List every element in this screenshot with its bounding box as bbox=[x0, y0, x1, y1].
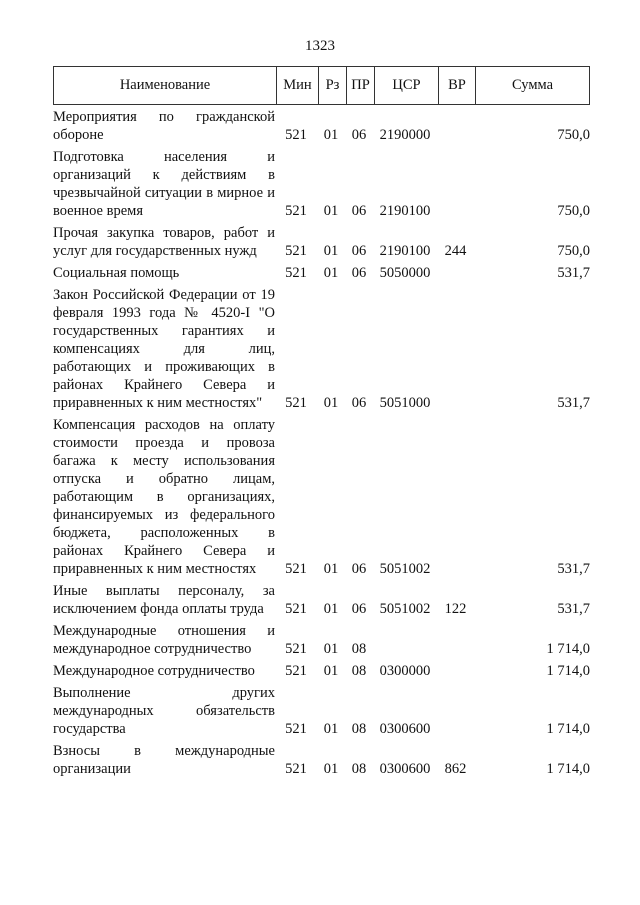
cell-sum: 1 714,0 bbox=[546, 641, 591, 657]
table-row: Мероприятия по гражданской обороне 521 01 0… bbox=[53, 108, 590, 144]
cell-sum: 750,0 bbox=[557, 127, 590, 143]
col-sum: Сумма bbox=[475, 67, 589, 104]
cell-pr: 08 bbox=[351, 663, 367, 679]
table-body: Мероприятия по гражданской обороне 521 01 0… bbox=[53, 108, 590, 782]
cell-csr: 2190000 bbox=[379, 127, 431, 143]
cell-pr: 06 bbox=[351, 127, 367, 143]
cell-min: 521 bbox=[285, 265, 307, 281]
cell-pr: 06 bbox=[351, 601, 367, 617]
cell-sum: 531,7 bbox=[557, 395, 590, 411]
col-csr: ЦСР bbox=[374, 67, 438, 104]
cell-csr: 2190100 bbox=[379, 243, 431, 259]
cell-name: Закон Российской Федерации от 19 февраля… bbox=[53, 287, 275, 411]
cell-csr: 0300000 bbox=[379, 663, 431, 679]
cell-rz: 01 bbox=[323, 243, 339, 259]
table-row: Международное сотрудничество 521 01 08 03000… bbox=[53, 662, 590, 680]
cell-vr: 244 bbox=[444, 243, 467, 259]
cell-name: Социальная помощь bbox=[53, 265, 180, 281]
cell-csr: 0300600 bbox=[379, 721, 431, 737]
cell-min: 521 bbox=[285, 761, 307, 777]
cell-name: Выполнение других международных обязател… bbox=[53, 685, 275, 737]
cell-name: Международное сотрудничество bbox=[53, 663, 255, 679]
cell-sum: 531,7 bbox=[557, 561, 590, 577]
col-pr: ПР bbox=[346, 67, 374, 104]
cell-min: 521 bbox=[285, 203, 307, 219]
cell-name: Компенсация расходов на оплату стоимости… bbox=[53, 417, 275, 577]
cell-csr: 5051000 bbox=[379, 395, 431, 411]
cell-pr: 08 bbox=[351, 721, 367, 737]
cell-min: 521 bbox=[285, 127, 307, 143]
cell-sum: 531,7 bbox=[557, 265, 590, 281]
cell-name: Взносы в международные организации bbox=[53, 743, 275, 777]
table-row: Взносы в международные организации 521 01 0… bbox=[53, 742, 590, 778]
cell-min: 521 bbox=[285, 601, 307, 617]
cell-vr: 862 bbox=[444, 761, 467, 777]
cell-rz: 01 bbox=[323, 127, 339, 143]
table-row: Международные отношения и международное … bbox=[53, 622, 590, 658]
table-row: Компенсация расходов на оплату стоимости… bbox=[53, 416, 590, 578]
cell-sum: 750,0 bbox=[557, 243, 590, 259]
cell-rz: 01 bbox=[323, 601, 339, 617]
cell-min: 521 bbox=[285, 721, 307, 737]
cell-sum: 531,7 bbox=[557, 601, 590, 617]
cell-rz: 01 bbox=[323, 395, 339, 411]
cell-sum: 1 714,0 bbox=[546, 663, 591, 679]
cell-rz: 01 bbox=[323, 561, 339, 577]
cell-rz: 01 bbox=[323, 663, 339, 679]
cell-rz: 01 bbox=[323, 721, 339, 737]
cell-csr: 5051002 bbox=[379, 561, 431, 577]
cell-pr: 06 bbox=[351, 265, 367, 281]
col-vr: ВР bbox=[438, 67, 475, 104]
cell-pr: 06 bbox=[351, 203, 367, 219]
cell-csr: 5050000 bbox=[379, 265, 431, 281]
cell-name: Подготовка населения и организаций к дей… bbox=[53, 149, 275, 219]
cell-pr: 06 bbox=[351, 395, 367, 411]
cell-min: 521 bbox=[285, 663, 307, 679]
table-row: Социальная помощь 521 01 06 5050000 531,7 bbox=[53, 264, 590, 282]
cell-min: 521 bbox=[285, 561, 307, 577]
cell-name: Мероприятия по гражданской обороне bbox=[53, 109, 275, 143]
cell-sum: 1 714,0 bbox=[546, 721, 591, 737]
cell-min: 521 bbox=[285, 641, 307, 657]
page-number: 1323 bbox=[305, 38, 335, 54]
table-row: Закон Российской Федерации от 19 февраля… bbox=[53, 286, 590, 412]
cell-rz: 01 bbox=[323, 265, 339, 281]
cell-pr: 06 bbox=[351, 243, 367, 259]
cell-name: Прочая закупка товаров, работ и услуг дл… bbox=[53, 225, 275, 259]
cell-pr: 06 bbox=[351, 561, 367, 577]
cell-rz: 01 bbox=[323, 641, 339, 657]
cell-csr: 5051002 bbox=[379, 601, 431, 617]
cell-min: 521 bbox=[285, 243, 307, 259]
table-header: Наименование Мин Рз ПР ЦСР ВР Сумма bbox=[53, 66, 590, 105]
cell-min: 521 bbox=[285, 395, 307, 411]
cell-rz: 01 bbox=[323, 203, 339, 219]
col-name: Наименование bbox=[119, 77, 211, 93]
cell-csr: 2190100 bbox=[379, 203, 431, 219]
table-row: Подготовка населения и организаций к дей… bbox=[53, 148, 590, 220]
cell-vr: 122 bbox=[444, 601, 467, 617]
table-row: Выполнение других международных обязател… bbox=[53, 684, 590, 738]
col-rz: Рз bbox=[318, 67, 346, 104]
cell-rz: 01 bbox=[323, 761, 339, 777]
cell-name: Международные отношения и международное … bbox=[53, 623, 275, 657]
table-row: Прочая закупка товаров, работ и услуг дл… bbox=[53, 224, 590, 260]
cell-pr: 08 bbox=[351, 641, 367, 657]
cell-pr: 08 bbox=[351, 761, 367, 777]
cell-csr: 0300600 bbox=[379, 761, 431, 777]
col-min: Мин bbox=[276, 67, 318, 104]
cell-name: Иные выплаты персоналу, за исключением ф… bbox=[53, 583, 275, 617]
cell-sum: 750,0 bbox=[557, 203, 590, 219]
table-row: Иные выплаты персоналу, за исключением ф… bbox=[53, 582, 590, 618]
cell-sum: 1 714,0 bbox=[546, 761, 591, 777]
